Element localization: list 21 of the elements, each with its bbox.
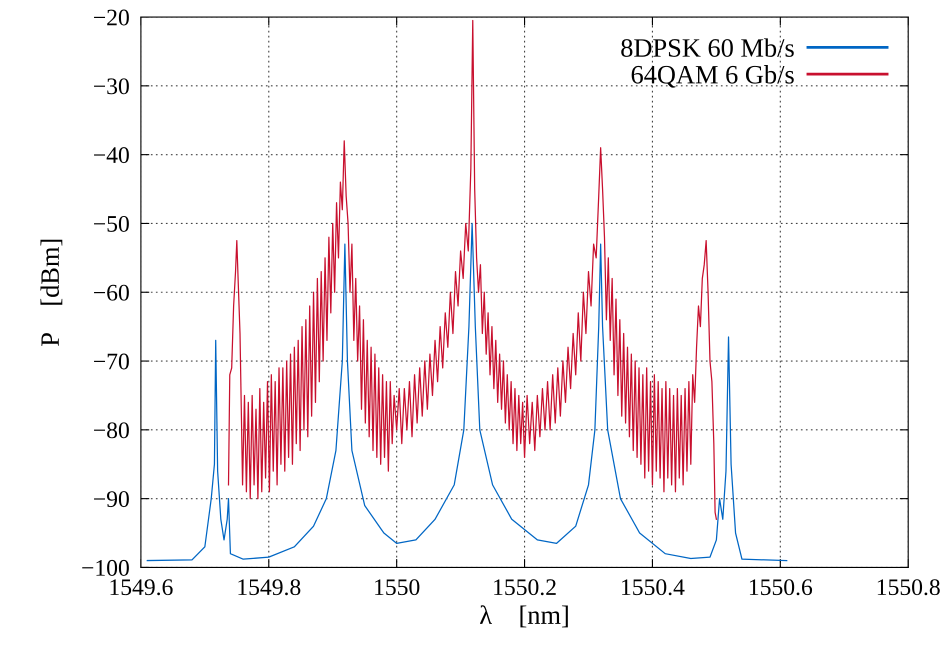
x-tick-label: 1550	[375, 579, 420, 596]
y-tick-label: −90	[94, 491, 129, 508]
y-tick-label: −30	[94, 78, 129, 94]
x-tick-label: 1550.2	[494, 579, 556, 596]
y-tick-label: −70	[94, 354, 129, 370]
legend-label: 8DPSK 60 Mb/s	[621, 38, 794, 57]
y-tick-label: −40	[94, 147, 129, 164]
legend-label: 64QAM 6 Gb/s	[632, 65, 794, 88]
x-tick-label: 1549.6	[110, 579, 173, 596]
y-tick-label: −20	[94, 10, 129, 26]
y-axis-title: P [dBm]	[40, 240, 62, 346]
y-tick-label: −50	[94, 216, 129, 232]
x-tick-label: 1550.6	[750, 579, 812, 596]
x-axis-title: λ [nm]	[480, 605, 568, 628]
y-tick-label: −60	[94, 284, 129, 301]
x-tick-label: 1550.4	[622, 579, 685, 596]
line-series	[146, 222, 788, 562]
x-tick-label: 1549.8	[238, 579, 300, 596]
x-tick-label: 1550.8	[878, 579, 940, 596]
y-tick-label: −80	[94, 422, 129, 438]
y-tick-label: −100	[82, 560, 129, 576]
